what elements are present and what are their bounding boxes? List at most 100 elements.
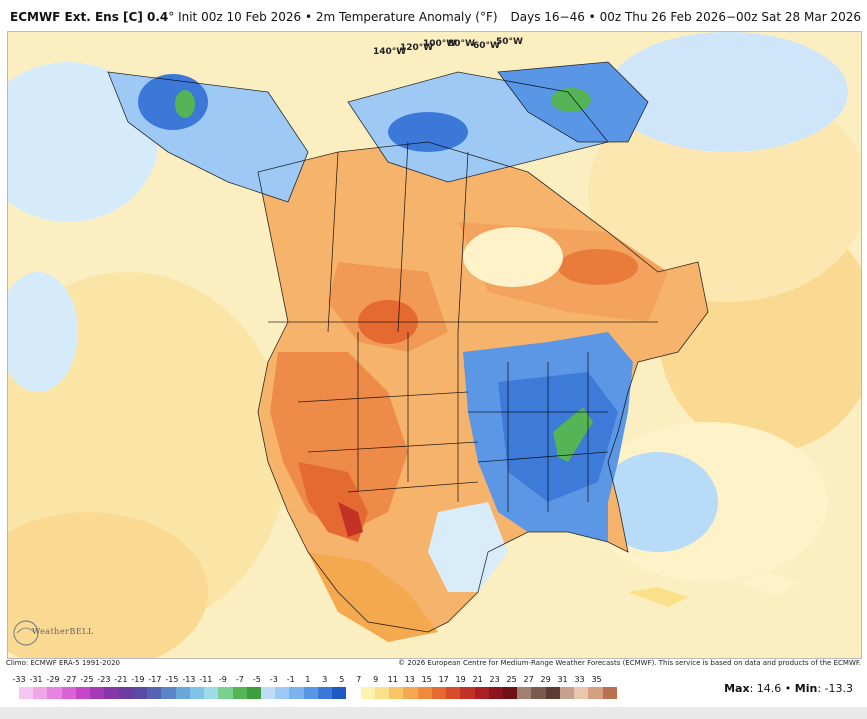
scale-label: 15 — [421, 675, 432, 684]
color-scale-labels: -33 -31 -29 -27 -25 -23 -21 -19 -17 -15 -13 -11 -9 -7… — [12, 675, 617, 685]
scale-label: 29 — [540, 675, 551, 684]
scale-label: -23 — [97, 675, 111, 684]
scale-swatch — [559, 687, 575, 699]
scale-label: 1 — [305, 675, 311, 684]
scale-label: -15 — [165, 675, 179, 684]
scale-swatch — [332, 687, 347, 699]
scale-label: -17 — [148, 675, 162, 684]
scale-swatch — [218, 687, 233, 699]
anomaly-map: 140°W 120°W 100°W 80°W 60°W 50°W — [7, 31, 862, 659]
scale-label: 7 — [356, 675, 362, 684]
logo-emblem — [13, 620, 39, 646]
scale-swatch — [317, 687, 333, 699]
scale-label: -31 — [29, 675, 43, 684]
scale-swatch — [90, 687, 105, 699]
scale-swatch — [517, 687, 532, 699]
init-time: Init 00z 10 Feb 2026 — [178, 10, 302, 24]
scale-label: -5 — [252, 675, 261, 684]
scale-swatch — [602, 687, 617, 699]
scale-label: -25 — [80, 675, 94, 684]
scale-swatch — [275, 687, 290, 699]
min-value: : -13.3 — [817, 682, 853, 695]
scale-label: -13 — [182, 675, 196, 684]
scale-swatch — [19, 687, 34, 699]
scale-label: 33 — [574, 675, 585, 684]
scale-label: 11 — [387, 675, 398, 684]
lon-label-80w: 80°W — [448, 39, 475, 49]
copyright-note: © 2026 European Centre for Medium-Range … — [398, 659, 861, 667]
scale-swatch — [574, 687, 589, 699]
scale-swatch — [545, 687, 560, 699]
scale-label: 21 — [472, 675, 483, 684]
logo-text: WeatherBELL — [32, 627, 94, 636]
scale-swatch — [431, 687, 447, 699]
scale-label: 9 — [373, 675, 379, 684]
lon-label-50w: 50°W — [496, 37, 523, 47]
scale-label: 5 — [339, 675, 345, 684]
scale-swatch — [104, 687, 119, 699]
scale-label: -1 — [286, 675, 295, 684]
scale-label: -29 — [46, 675, 60, 684]
map-canvas: 140°W 120°W 100°W 80°W 60°W 50°W — [8, 32, 861, 658]
scale-swatch — [204, 687, 219, 699]
scale-swatch — [303, 687, 318, 699]
scale-label: -7 — [235, 675, 244, 684]
scale-swatch — [346, 687, 361, 699]
scale-label: 27 — [523, 675, 534, 684]
scale-swatch — [360, 687, 375, 699]
climo-note: Climo: ECMWF ERA-5 1991-2020 — [6, 659, 120, 667]
scale-label: 35 — [591, 675, 602, 684]
scale-swatch — [260, 687, 276, 699]
scale-label: 3 — [322, 675, 328, 684]
scale-swatch — [118, 687, 133, 699]
scale-swatch — [232, 687, 247, 699]
scale-swatch — [61, 687, 76, 699]
scale-swatch — [403, 687, 418, 699]
scale-label: -33 — [12, 675, 26, 684]
scale-swatch — [33, 687, 48, 699]
scale-swatch — [417, 687, 432, 699]
scale-label: -21 — [114, 675, 128, 684]
scale-swatch — [389, 687, 404, 699]
scale-swatch — [446, 687, 461, 699]
scale-label: -19 — [131, 675, 145, 684]
scale-swatch — [488, 687, 503, 699]
lon-label-120w: 120°W — [400, 43, 433, 53]
max-value: : 14.6 — [749, 682, 782, 695]
scale-label: -9 — [218, 675, 227, 684]
scale-swatch — [189, 687, 205, 699]
scale-label: 17 — [438, 675, 449, 684]
lon-label-60w: 60°W — [473, 41, 500, 51]
scale-swatch — [374, 687, 390, 699]
scale-label: -11 — [199, 675, 213, 684]
scale-label: 31 — [557, 675, 568, 684]
scale-swatch — [147, 687, 162, 699]
scale-label: 13 — [404, 675, 415, 684]
map-title: ECMWF Ext. Ens [C] 0.4° Init 00z 10 Feb … — [10, 10, 498, 24]
scale-swatch — [474, 687, 489, 699]
lon-label-140w: 140°W — [373, 47, 406, 57]
scale-swatch — [531, 687, 546, 699]
scale-swatch — [47, 687, 62, 699]
lon-label-100w: 100°W — [423, 39, 456, 49]
valid-period: Days 16−46 • 00z Thu 26 Feb 2026−00z Sat… — [510, 10, 862, 24]
scale-label: -3 — [269, 675, 278, 684]
scale-label: -27 — [63, 675, 77, 684]
color-scale-bar — [19, 687, 617, 699]
model-name: ECMWF Ext. Ens [C] 0.4 — [10, 10, 169, 24]
scale-swatch — [588, 687, 603, 699]
scale-label: 19 — [455, 675, 466, 684]
scale-swatch — [502, 687, 518, 699]
scale-label: 25 — [506, 675, 517, 684]
scale-swatch — [460, 687, 475, 699]
weatherbell-logo: WeatherBELL — [12, 615, 93, 651]
scale-swatch — [289, 687, 304, 699]
scale-swatch — [175, 687, 190, 699]
product-name: 2m Temperature Anomaly (°F) — [315, 10, 498, 24]
scale-label: 23 — [489, 675, 500, 684]
max-min-readout: Max: 14.6 • Min: -13.3 — [724, 682, 853, 695]
bottom-strip — [0, 707, 867, 719]
scale-swatch — [75, 687, 91, 699]
header: ECMWF Ext. Ens [C] 0.4° Init 00z 10 Feb … — [0, 0, 867, 32]
scale-swatch — [246, 687, 261, 699]
